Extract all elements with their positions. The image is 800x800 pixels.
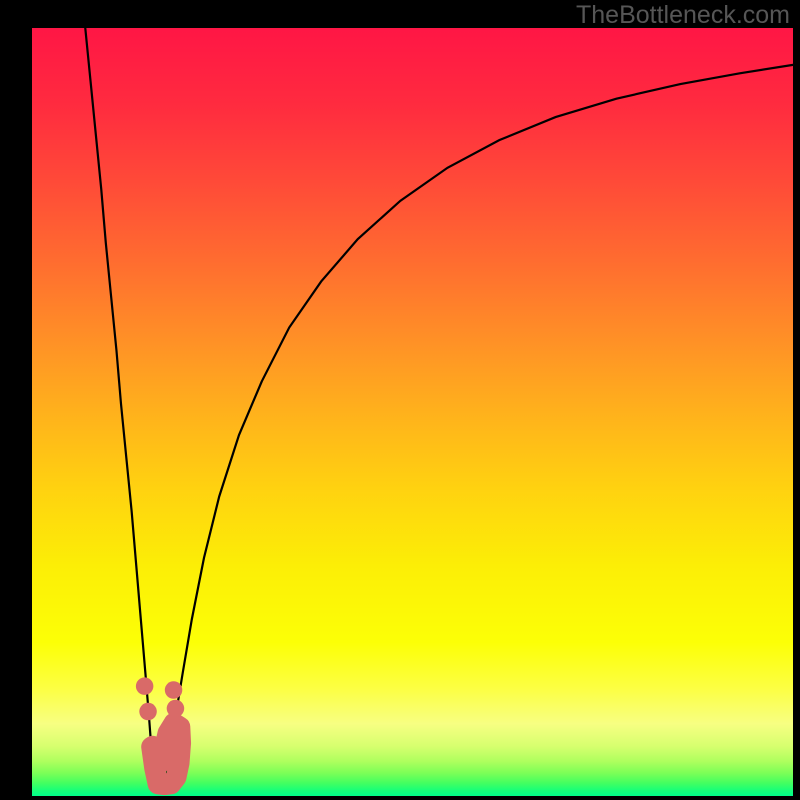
marker-dot: [167, 700, 185, 718]
plot-area: [32, 28, 793, 796]
watermark-text: TheBottleneck.com: [576, 1, 790, 30]
marker-blob: [151, 723, 180, 785]
marker-dot: [136, 677, 154, 695]
bottleneck-chart: TheBottleneck.com: [0, 0, 800, 800]
bottleneck-curve-right: [164, 65, 793, 792]
marker-dot: [165, 681, 183, 699]
marker-dot: [139, 703, 157, 721]
curve-layer: [32, 28, 793, 796]
